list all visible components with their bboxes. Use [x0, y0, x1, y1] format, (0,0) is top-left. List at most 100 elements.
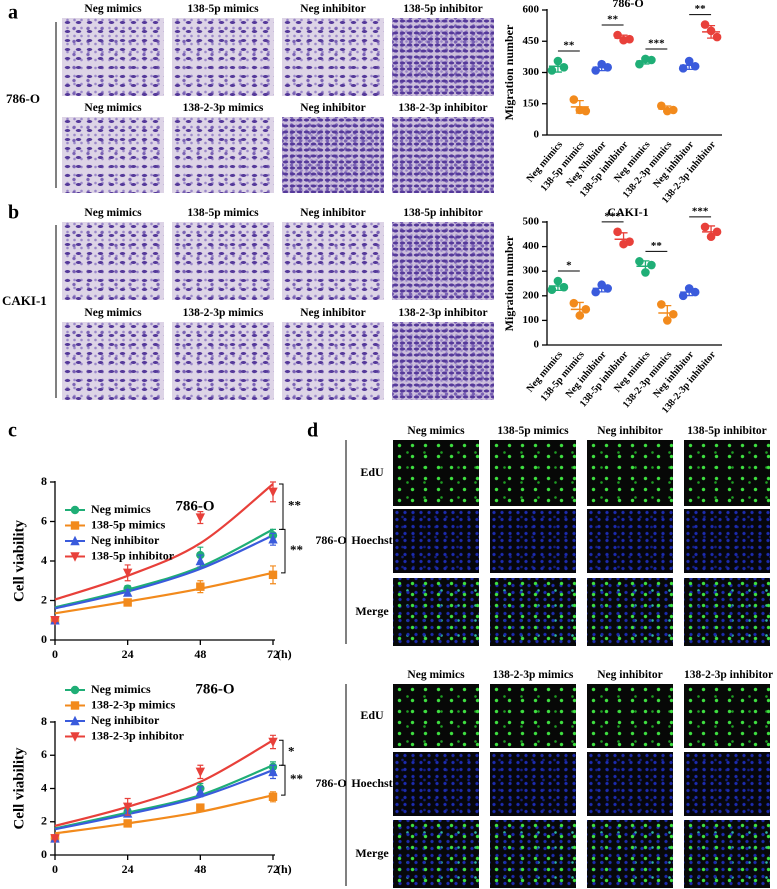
row-label: Merge	[355, 604, 389, 618]
y-tick-label: 8	[41, 474, 47, 488]
fluorescence-image	[587, 578, 673, 646]
image-caption: Neg mimics	[84, 307, 142, 319]
y-tick-label: 8	[41, 714, 47, 728]
cell-line-label: 786-O	[315, 533, 346, 547]
chart-title: 786-O	[612, 0, 643, 10]
y-tick-label: 150	[523, 97, 540, 109]
fluorescence-image	[587, 509, 673, 573]
image-caption: 138-5p mimics	[187, 207, 259, 219]
significance-label: ***	[604, 210, 621, 222]
data-point	[559, 282, 569, 292]
fluorescence-image	[587, 440, 673, 506]
legend-marker	[70, 715, 80, 726]
fit-curve	[54, 528, 274, 609]
data-point	[268, 534, 278, 544]
image-caption: Neg mimics	[84, 102, 142, 114]
fit-curve	[54, 483, 274, 601]
legend-marker	[70, 685, 80, 695]
legend-marker	[70, 521, 80, 530]
error-bar	[597, 63, 606, 72]
data-point	[50, 616, 60, 626]
chart-title: 786-O	[195, 681, 234, 697]
data-point	[123, 598, 132, 607]
y-axis-label: Cell viability	[11, 519, 27, 602]
fit-curve	[54, 534, 274, 610]
data-point	[678, 64, 688, 73]
x-tick-label: 24	[122, 862, 134, 876]
error-bar	[663, 105, 672, 113]
data-point	[569, 95, 579, 104]
significance-label: **	[695, 3, 707, 15]
y-tick-label: 0	[41, 632, 47, 646]
data-point	[268, 487, 278, 498]
micrograph	[282, 222, 384, 300]
legend-label: 138-5p mimics	[91, 517, 166, 531]
image-caption: 138-2-3p inhibitor	[398, 102, 488, 114]
cell-line-label: 786-O	[6, 91, 40, 106]
significance-label: **	[563, 40, 575, 52]
image-caption: 138-2-3p mimics	[182, 102, 264, 114]
x-tick-label: 24	[122, 647, 134, 661]
data-point	[268, 792, 278, 802]
y-tick-label: 6	[41, 747, 47, 761]
data-point	[712, 32, 722, 42]
fluorescence-image	[393, 820, 479, 888]
x-axis-label: (h)	[277, 647, 292, 661]
y-tick-label: 400	[523, 240, 540, 252]
chart-title: 786-O	[175, 498, 214, 514]
data-point	[559, 62, 569, 72]
fluorescence-image	[684, 578, 770, 646]
fluorescence-image	[587, 752, 673, 816]
micrograph	[172, 18, 274, 96]
y-tick-label: 0	[41, 847, 47, 861]
data-point	[122, 568, 133, 579]
image-caption: 138-5p mimics	[187, 3, 259, 15]
error-bar	[685, 288, 694, 297]
fluorescence-image	[587, 684, 673, 748]
panel-label: c	[8, 420, 17, 442]
data-point	[625, 34, 634, 44]
significance-label: **	[290, 771, 303, 786]
y-tick-label: 300	[523, 265, 540, 277]
fluorescence-image	[393, 578, 479, 646]
significance-label: ***	[692, 205, 709, 217]
micrograph	[172, 117, 274, 193]
data-point	[613, 30, 622, 40]
data-point	[50, 834, 60, 844]
error-bar	[597, 284, 606, 293]
image-caption: Neg mimics	[84, 3, 142, 15]
image-caption: 138-5p inhibitor	[403, 207, 483, 219]
legend-marker	[70, 732, 80, 742]
fluorescence-image	[490, 684, 576, 748]
y-tick-label: 4	[41, 780, 47, 794]
y-tick-label: 2	[41, 592, 47, 606]
fluorescence-image	[684, 440, 770, 506]
micrograph	[172, 322, 274, 400]
fit-curve	[54, 739, 274, 827]
significance-bracket	[281, 528, 286, 574]
y-tick-label: 100	[523, 314, 540, 326]
micrograph	[392, 18, 494, 96]
data-point	[581, 106, 591, 116]
fluorescence-image	[393, 440, 479, 506]
error-bar	[707, 225, 716, 239]
image-caption: 138-2-3p mimics	[182, 307, 264, 319]
y-tick-label: 2	[41, 814, 47, 828]
fluorescence-image	[684, 684, 770, 748]
x-axis-label: (h)	[277, 862, 292, 876]
significance-bracket	[281, 764, 286, 796]
image-caption: 138-2-3p inhibitor	[684, 669, 774, 681]
y-axis-label: Migration number	[502, 24, 516, 120]
error-bar	[641, 260, 650, 273]
y-tick-label: 600	[523, 4, 540, 16]
cell-line-label: CAKI-1	[2, 293, 47, 308]
data-point	[195, 555, 206, 566]
fluorescence-image	[393, 509, 479, 573]
significance-label: *	[566, 260, 572, 272]
image-caption: Neg inhibitor	[300, 207, 366, 219]
fluorescence-image	[684, 752, 770, 816]
image-caption: Neg mimics	[84, 207, 142, 219]
data-point	[700, 20, 710, 29]
micrograph	[282, 117, 384, 193]
